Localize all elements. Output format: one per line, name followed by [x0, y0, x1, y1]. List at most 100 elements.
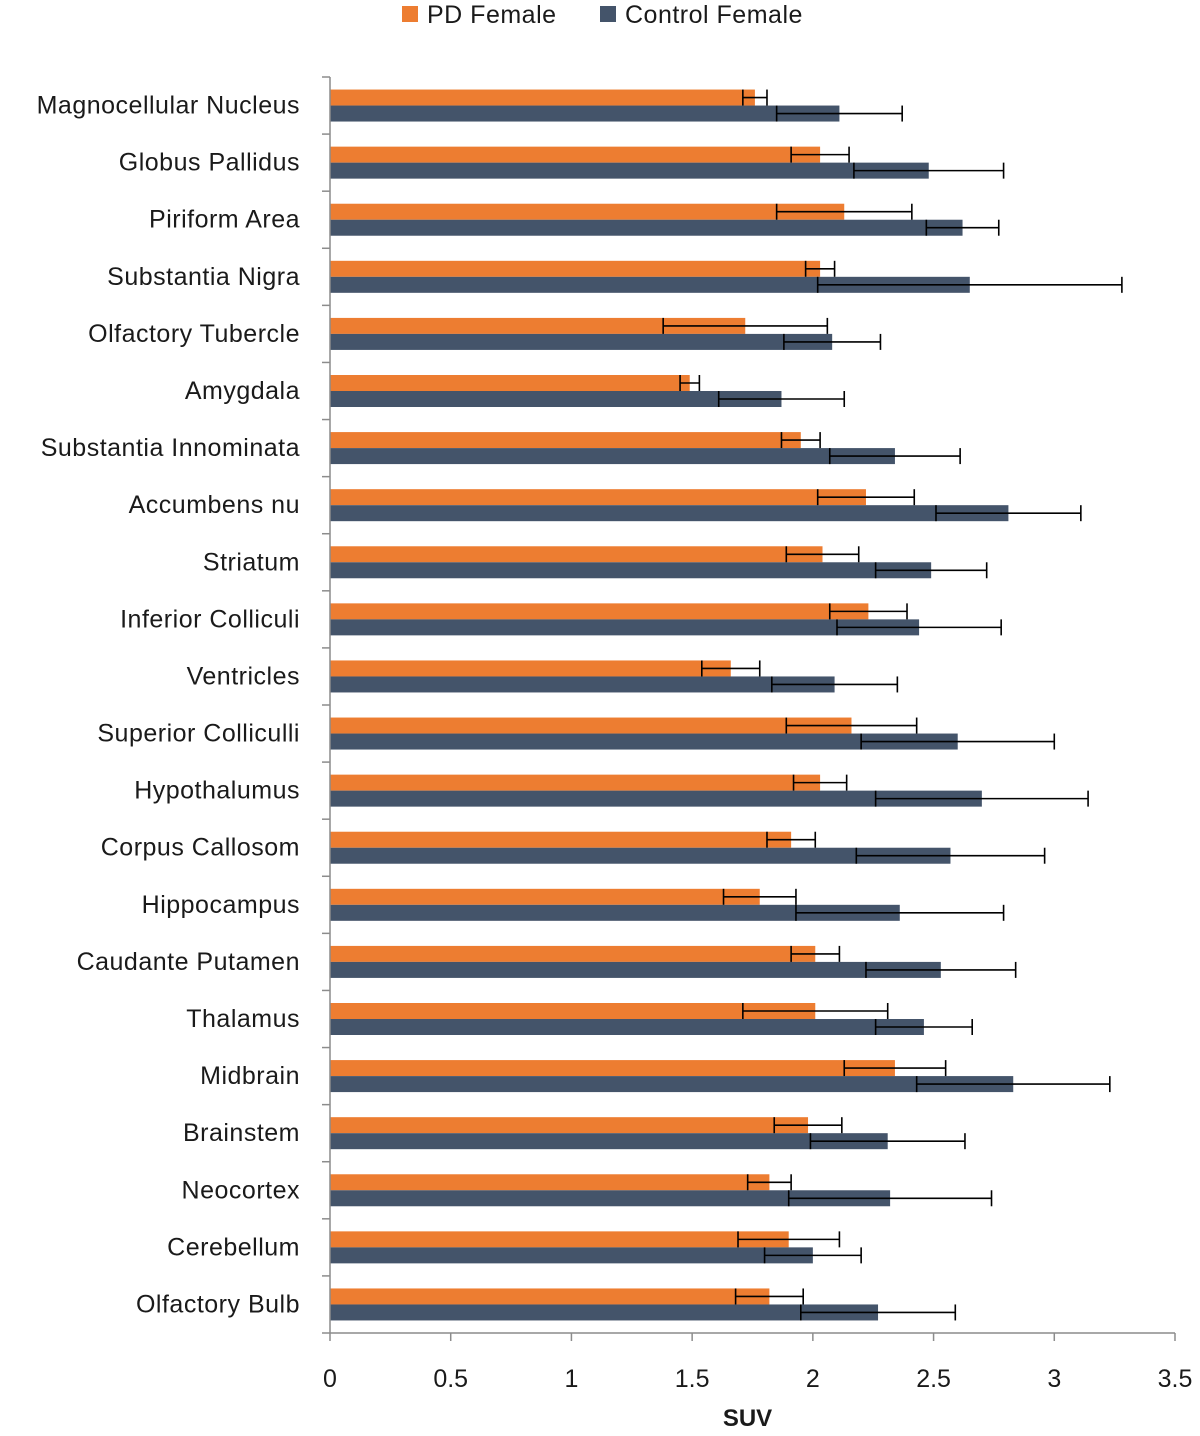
error-bar-control-female-hippocampus — [795, 904, 1005, 921]
bar-pd-female-globus-pallidus — [330, 146, 821, 163]
error-bar-control-female-caudante-putamen — [865, 961, 1017, 978]
error-bar-pd-female-caudante-putamen — [790, 945, 841, 962]
bar-control-female-piriform-area — [330, 219, 963, 236]
error-bar-control-female-piriform-area — [925, 219, 1000, 236]
bar-pd-female-substantia-nigra — [330, 260, 821, 277]
bar-pd-female-thalamus — [330, 1003, 816, 1019]
bar-control-female-cerebellum — [330, 1247, 813, 1264]
legend-label-control-female: Control Female — [625, 1, 803, 29]
error-bar-pd-female-hypothalumus — [792, 774, 848, 791]
legend-swatch-control-female — [600, 6, 616, 22]
bar-pd-female-accumbens-nu — [330, 489, 866, 506]
error-bar-pd-female-substantia-innominata — [780, 432, 821, 449]
error-bar-pd-female-neocortex — [746, 1174, 792, 1191]
category-label-piriform-area: Piriform Area — [149, 206, 300, 234]
error-bar-control-female-thalamus — [874, 1019, 974, 1035]
category-label-amygdala: Amygdala — [185, 377, 300, 405]
bar-control-female-thalamus — [330, 1019, 924, 1035]
error-bar-pd-female-midbrain — [843, 1060, 947, 1077]
category-label-cerebellum: Cerebellum — [167, 1233, 300, 1261]
bar-pd-female-neocortex — [330, 1174, 770, 1191]
bars-group — [330, 89, 1014, 1321]
error-bar-pd-female-ventricles — [700, 660, 761, 677]
error-bar-pd-female-piriform-area — [775, 203, 913, 220]
bar-pd-female-hypothalumus — [330, 774, 821, 791]
category-label-hippocampus: Hippocampus — [142, 891, 300, 919]
bar-control-female-inferior-colliculi — [330, 619, 920, 636]
category-label-superior-colliculli: Superior Colliculli — [97, 720, 300, 748]
category-label-midbrain: Midbrain — [200, 1062, 300, 1090]
bar-pd-female-olfactory-bulb — [330, 1288, 770, 1305]
legend: PD Female Control Female — [402, 1, 803, 29]
bar-pd-female-substantia-innominata — [330, 432, 801, 449]
error-bar-control-female-hypothalumus — [874, 790, 1089, 807]
bar-pd-female-olfactory-tubercle — [330, 317, 746, 334]
error-bar-pd-female-thalamus — [742, 1003, 889, 1019]
error-bar-control-female-neocortex — [787, 1190, 993, 1207]
bar-control-female-hypothalumus — [330, 790, 982, 807]
bar-control-female-olfactory-bulb — [330, 1304, 879, 1321]
bar-control-female-substantia-innominata — [330, 448, 895, 465]
category-label-substantia-nigra: Substantia Nigra — [107, 263, 300, 291]
x-tick-label: 2.5 — [916, 1365, 951, 1393]
bar-control-female-midbrain — [330, 1076, 1014, 1093]
x-tick-label: 3.5 — [1158, 1365, 1193, 1393]
error-bar-pd-female-accumbens-nu — [816, 489, 916, 506]
error-bar-pd-female-corpus-callosom — [766, 831, 817, 848]
bar-pd-female-inferior-colliculi — [330, 603, 869, 620]
error-bar-control-female-substantia-innominata — [828, 448, 961, 465]
error-bar-control-female-magnocellular-nucleus — [775, 105, 903, 122]
x-tick-label: 2 — [806, 1365, 820, 1393]
bar-control-female-magnocellular-nucleus — [330, 105, 840, 122]
legend-swatch-pd-female — [402, 6, 418, 22]
error-bar-control-female-cerebellum — [763, 1247, 862, 1264]
error-bar-pd-female-hippocampus — [722, 888, 797, 905]
x-tick-label: 1 — [564, 1365, 578, 1393]
error-bar-pd-female-substantia-nigra — [804, 260, 836, 277]
error-bars-group — [662, 89, 1123, 1321]
category-label-hypothalumus: Hypothalumus — [134, 777, 300, 805]
error-bar-control-female-ventricles — [771, 676, 899, 693]
axes: 0 0.5 1 1.5 2 2.5 3 3.5 — [322, 76, 1193, 1393]
bar-control-female-neocortex — [330, 1190, 891, 1207]
error-bar-pd-female-striatum — [785, 546, 860, 563]
bar-control-female-amygdala — [330, 391, 782, 407]
category-label-globus-pallidus: Globus Pallidus — [119, 149, 300, 177]
bar-control-female-hippocampus — [330, 904, 900, 921]
x-tick-label: 0.5 — [433, 1365, 468, 1393]
category-label-caudante-putamen: Caudante Putamen — [77, 948, 300, 976]
bar-pd-female-corpus-callosom — [330, 831, 792, 848]
error-bar-pd-female-olfactory-tubercle — [662, 317, 829, 334]
error-bar-control-female-olfactory-tubercle — [783, 333, 882, 350]
category-label-neocortex: Neocortex — [182, 1176, 300, 1204]
bar-control-female-olfactory-tubercle — [330, 333, 833, 350]
category-label-corpus-callosom: Corpus Callosom — [101, 834, 300, 862]
category-label-striatum: Striatum — [203, 548, 300, 576]
error-bar-control-female-amygdala — [717, 391, 846, 407]
bar-control-female-accumbens-nu — [330, 505, 1009, 522]
error-bar-control-female-brainstem — [809, 1133, 966, 1150]
category-labels: Magnocellular Nucleus Globus Pallidus Piri… — [37, 92, 300, 1319]
error-bar-control-female-corpus-callosom — [855, 847, 1046, 864]
bar-control-female-brainstem — [330, 1133, 888, 1150]
legend-label-pd-female: PD Female — [427, 1, 557, 29]
error-bar-control-female-substantia-nigra — [816, 276, 1123, 293]
error-bar-control-female-accumbens-nu — [935, 505, 1082, 522]
error-bar-control-female-superior-colliculli — [860, 733, 1056, 750]
category-label-brainstem: Brainstem — [183, 1119, 300, 1147]
error-bar-pd-female-cerebellum — [737, 1231, 841, 1248]
category-label-ventricles: Ventricles — [187, 662, 300, 690]
bar-control-female-substantia-nigra — [330, 276, 970, 293]
error-bar-pd-female-olfactory-bulb — [734, 1288, 805, 1305]
category-label-substantia-innominata: Substantia Innominata — [41, 434, 300, 462]
error-bar-pd-female-amygdala — [679, 375, 701, 391]
error-bar-pd-female-inferior-colliculi — [828, 603, 908, 620]
bar-control-female-caudante-putamen — [330, 961, 941, 978]
error-bar-control-female-striatum — [874, 562, 988, 579]
bar-pd-female-cerebellum — [330, 1231, 789, 1248]
error-bar-pd-female-brainstem — [773, 1117, 843, 1134]
error-bar-control-female-inferior-colliculi — [836, 619, 1002, 636]
bar-pd-female-caudante-putamen — [330, 945, 816, 962]
bar-control-female-globus-pallidus — [330, 162, 929, 179]
error-bar-pd-female-globus-pallidus — [790, 146, 850, 163]
